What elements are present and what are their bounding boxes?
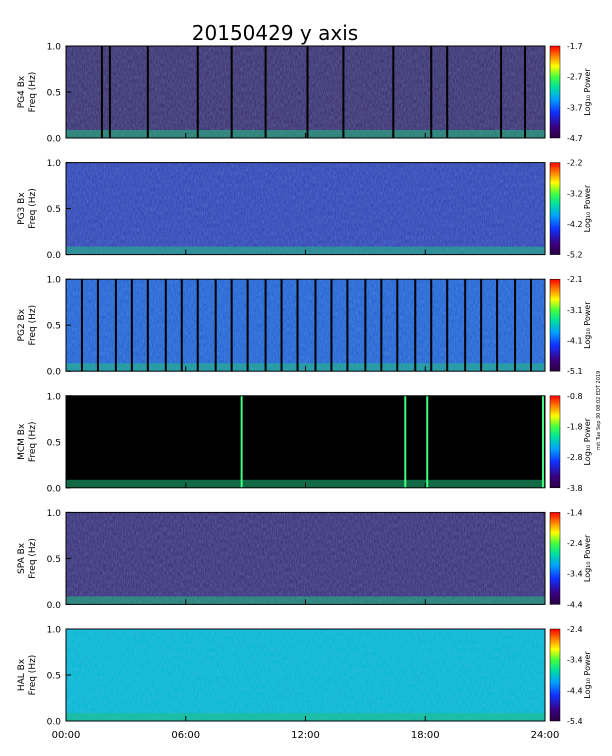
colorbar-tick-label: -3.2 — [567, 189, 583, 198]
y-tick-label: 0.5 — [47, 205, 61, 215]
y-tick-label: 1.0 — [47, 392, 62, 402]
freq-label: Freq (Hz) — [28, 421, 38, 462]
panel-mcm: 0.0 0.5 1.0 MCM BxFreq (Hz) -0.8 -1.8 -2.8 -3.8… — [17, 392, 592, 495]
y-axis-label: HAL BxFreq (Hz) — [17, 655, 38, 696]
colorbar — [549, 45, 561, 139]
colorbar-tick-label: -4.7 — [567, 134, 583, 143]
colorbar-label: Log₁₀ Power — [583, 534, 592, 582]
x-tick-label: 12:00 — [291, 730, 320, 741]
colorbar-tick-label: -5.4 — [567, 717, 583, 726]
y-axis-label: PG2 BxFreq (Hz) — [17, 305, 38, 346]
colorbar-label: Log₁₀ Power — [583, 68, 592, 116]
colorbar-tick-label: -4.1 — [567, 337, 583, 346]
colorbar-label: Log₁₀ Power — [583, 184, 592, 232]
spectrogram-texture — [66, 512, 545, 605]
chart-title: 20150429 y axis — [192, 21, 358, 45]
colorbar-tick-label: -0.8 — [567, 392, 583, 401]
colorbar-tick-label: -2.4 — [567, 539, 583, 548]
spectrogram-background — [66, 395, 545, 488]
y-tick-label: 0.0 — [47, 484, 62, 494]
panel-pg2: 0.0 0.5 1.0 PG2 BxFreq (Hz) -2.1 -3.1 -4.1 -5.1… — [17, 275, 592, 378]
colorbar-tick-label: -2.1 — [567, 275, 583, 284]
colorbar-tick-label: -3.4 — [567, 656, 583, 665]
x-tick-label: 24:00 — [531, 730, 560, 741]
freq-label: Freq (Hz) — [28, 72, 38, 113]
y-tick-label: 0.5 — [47, 555, 61, 565]
y-tick-label: 0.5 — [47, 322, 61, 332]
station-label: HAL Bx — [17, 658, 27, 691]
spectrogram-texture — [66, 46, 545, 138]
y-tick-label: 0.0 — [47, 135, 62, 145]
y-axis-label: SPA BxFreq (Hz) — [17, 538, 38, 579]
colorbar-label: Log₁₀ Power — [583, 417, 592, 465]
colorbar-tick-label: -5.2 — [567, 251, 583, 260]
colorbar-tick-label: -2.2 — [567, 159, 583, 168]
colorbar-tick-label: -4.2 — [567, 220, 583, 229]
panel-spa: 0.0 0.5 1.0 SPA BxFreq (Hz) -1.4 -2.4 -3.4 -4.4… — [17, 508, 592, 611]
y-axis-label: PG3 BxFreq (Hz) — [17, 188, 38, 229]
colorbar — [549, 278, 561, 372]
colorbar-tick-label: -3.8 — [567, 484, 583, 493]
y-tick-label: 1.0 — [47, 43, 62, 53]
spectrogram-texture — [66, 629, 545, 721]
x-tick-label: 00:00 — [52, 730, 81, 741]
station-label: SPA Bx — [17, 542, 27, 574]
colorbar-tick-label: -2.4 — [567, 625, 583, 634]
colorbar-tick-label: -4.4 — [567, 686, 583, 695]
station-label: PG2 Bx — [17, 308, 27, 341]
freq-label: Freq (Hz) — [28, 538, 38, 579]
colorbar — [549, 162, 561, 255]
freq-label: Freq (Hz) — [28, 188, 38, 229]
y-tick-label: 0.5 — [47, 672, 61, 682]
freq-label: Freq (Hz) — [28, 655, 38, 696]
y-tick-label: 0.5 — [47, 438, 61, 448]
freq-label: Freq (Hz) — [28, 305, 38, 346]
colorbar-tick-label: -3.1 — [567, 306, 583, 315]
x-tick-label: 06:00 — [171, 730, 200, 741]
spectrogram-texture — [66, 279, 545, 372]
y-tick-label: 1.0 — [47, 509, 62, 519]
y-tick-label: 0.0 — [47, 251, 62, 261]
y-tick-label: 0.5 — [47, 89, 61, 99]
colorbar-tick-label: -3.4 — [567, 570, 583, 579]
colorbar — [549, 628, 561, 722]
colorbar — [549, 395, 561, 489]
spectrogram-texture — [66, 162, 545, 255]
colorbar-tick-label: -3.7 — [567, 103, 583, 112]
x-tick-label: 18:00 — [411, 730, 440, 741]
y-tick-label: 1.0 — [47, 159, 62, 169]
colorbar-label: Log₁₀ Power — [583, 651, 592, 699]
panel-pg3: 0.0 0.5 1.0 PG3 BxFreq (Hz) -2.2 -3.2 -4.2 -5.2… — [17, 159, 592, 262]
station-label: PG4 Bx — [17, 75, 27, 108]
colorbar-tick-label: -2.8 — [567, 453, 583, 462]
colorbar-tick-label: -1.4 — [567, 508, 583, 517]
y-tick-label: 0.0 — [47, 368, 62, 378]
colorbar-tick-label: -5.1 — [567, 367, 583, 376]
colorbar-tick-label: -1.8 — [567, 422, 583, 431]
y-tick-label: 0.0 — [47, 601, 62, 611]
y-axis-label: PG4 BxFreq (Hz) — [17, 72, 38, 113]
y-tick-label: 1.0 — [47, 626, 62, 636]
colorbar-label: Log₁₀ Power — [583, 301, 592, 349]
side-note: mit Tue Sep 30 08:02 EDT 2019 — [596, 371, 602, 450]
y-tick-label: 1.0 — [47, 276, 62, 286]
station-label: MCM Bx — [17, 423, 27, 460]
colorbar-tick-label: -2.7 — [567, 73, 583, 82]
colorbar — [549, 512, 561, 605]
panel-hal: 0.0 0.5 1.0 HAL BxFreq (Hz) -2.4 -3.4 -4.4 -5.4… — [17, 625, 592, 741]
panel-pg4: 0.0 0.5 1.0 PG4 BxFreq (Hz) -1.7 -2.7 -3.7 -4.7… — [17, 42, 592, 145]
colorbar-tick-label: -4.4 — [567, 600, 583, 609]
y-tick-label: 0.0 — [47, 718, 62, 728]
station-label: PG3 Bx — [17, 192, 27, 225]
colorbar-tick-label: -1.7 — [567, 42, 583, 51]
y-axis-label: MCM BxFreq (Hz) — [17, 421, 38, 462]
